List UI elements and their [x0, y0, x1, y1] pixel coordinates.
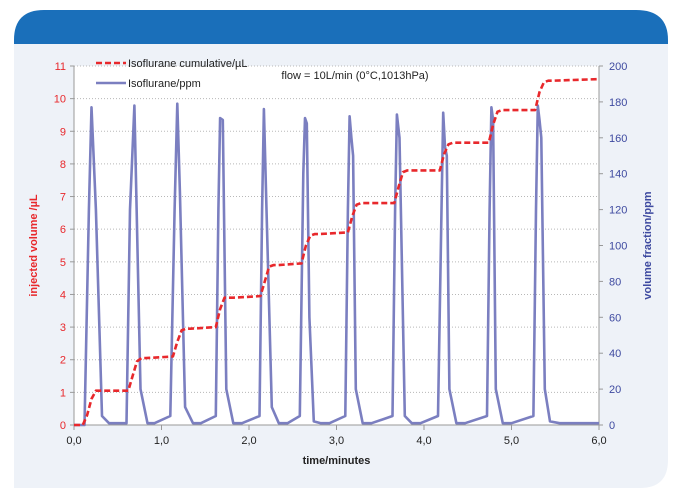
y-left-tick-label: 1 [60, 387, 66, 399]
x-tick-label: 1,0 [154, 435, 169, 447]
legend-label-ppm: Isoflurane/ppm [128, 78, 201, 90]
x-axis-title: time/minutes [303, 455, 371, 467]
y-left-tick-label: 3 [60, 322, 66, 334]
flow-annotation: flow = 10L/min (0°C,1013hPa) [281, 70, 428, 82]
y-left-tick-label: 0 [60, 420, 66, 432]
x-tick-label: 3,0 [329, 435, 344, 447]
y-right-tick-label: 100 [609, 241, 627, 253]
y-left-tick-label: 8 [60, 159, 66, 171]
y-left-axis-title: injected volume /µL [28, 194, 40, 297]
legend-label-cumulative: Isoflurane cumulative/µL [128, 58, 247, 70]
y-right-tick-label: 120 [609, 205, 627, 217]
y-right-tick-label: 40 [609, 348, 621, 360]
y-right-tick-label: 180 [609, 97, 627, 109]
plot-area [74, 66, 599, 425]
x-tick-label: 6,0 [591, 435, 606, 447]
axes: 0,0 1,0 2,0 3,0 4,0 5,0 6,00123456789101102040… [54, 61, 628, 447]
y-left-tick-label: 9 [60, 126, 66, 138]
y-right-tick-label: 80 [609, 276, 621, 288]
header-bar [14, 10, 668, 44]
y-left-tick-label: 6 [60, 224, 66, 236]
x-tick-label: 0,0 [66, 435, 81, 447]
x-tick-label: 2,0 [241, 435, 256, 447]
series-line-ppm [74, 102, 599, 427]
series-line-cumulative [74, 77, 600, 427]
y-left-tick-label: 2 [60, 355, 66, 367]
y-right-tick-label: 160 [609, 133, 627, 145]
y-left-tick-label: 7 [60, 192, 66, 204]
x-tick-label: 5,0 [504, 435, 519, 447]
legend: Isoflurane cumulative/µL Isoflurane/ppm [96, 58, 247, 90]
x-tick-label: 4,0 [416, 435, 431, 447]
y-right-tick-label: 60 [609, 312, 621, 324]
y-right-tick-label: 200 [609, 61, 627, 73]
y-right-tick-label: 0 [609, 420, 615, 432]
y-left-tick-label: 5 [60, 257, 66, 269]
y-right-tick-label: 20 [609, 384, 621, 396]
y-left-tick-label: 4 [60, 289, 66, 301]
series-layer [74, 77, 600, 427]
y-right-tick-label: 140 [609, 169, 627, 181]
y-right-axis-title: volume fraction/ppm [642, 191, 654, 299]
y-left-tick-label: 10 [54, 94, 66, 106]
y-left-tick-label: 11 [55, 61, 66, 73]
